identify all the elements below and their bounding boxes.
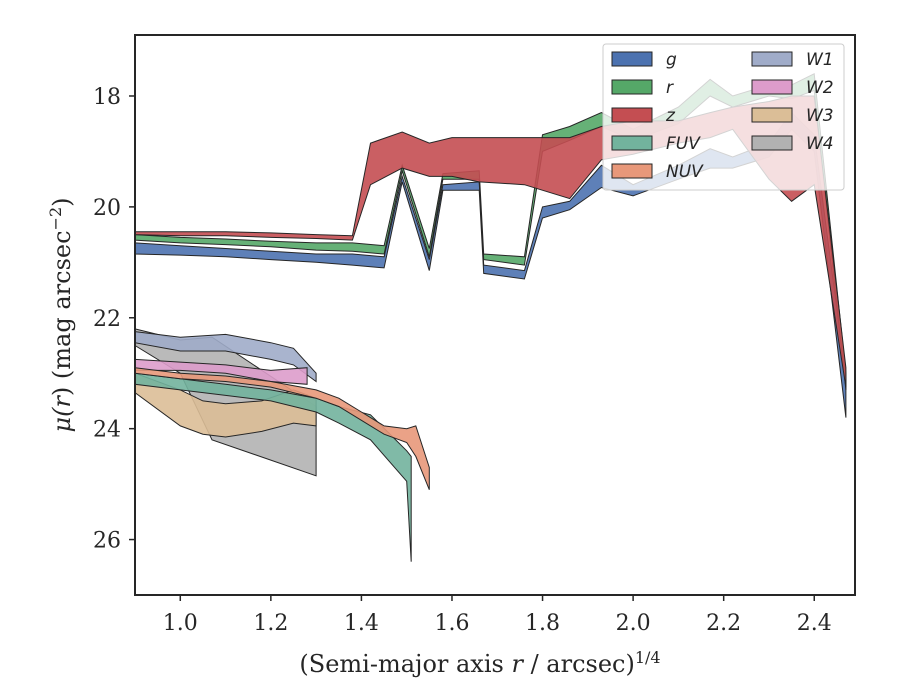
x-tick-label: 2.0 <box>616 611 651 636</box>
y-tick-label: 24 <box>93 418 121 443</box>
y-tick-label: 18 <box>93 85 121 110</box>
legend-swatch-fuv <box>611 135 653 151</box>
x-tick-label: 2.2 <box>706 611 741 636</box>
legend-label-nuv: NUV <box>666 162 704 182</box>
legend-swatch-w2 <box>751 79 793 95</box>
legend-label-w4: W4 <box>806 134 834 154</box>
band-w2 <box>134 358 308 385</box>
legend-swatch-w1 <box>751 51 793 67</box>
band-r <box>134 73 847 390</box>
band-fuv <box>134 372 412 562</box>
legend: grz FUV NUV W1 W2 W3 W4 <box>602 43 845 191</box>
y-tick-label: 20 <box>93 196 121 221</box>
legend-label-w3: W3 <box>806 106 834 126</box>
legend-swatch-z <box>611 107 653 123</box>
band-nuv <box>134 367 430 490</box>
legend-label-w1: W1 <box>806 50 834 70</box>
legend-label-z: z <box>665 106 676 126</box>
x-tick-label: 1.2 <box>253 611 288 636</box>
legend-label-fuv: FUV <box>666 134 701 154</box>
y-tick-label: 26 <box>93 529 121 554</box>
legend-swatch-w3 <box>751 107 793 123</box>
plot-frame <box>134 34 856 596</box>
legend-label-g: g <box>666 50 677 70</box>
x-tick-label: 2.4 <box>797 611 832 636</box>
band-w1 <box>134 331 317 383</box>
legend-swatch-r <box>611 79 653 95</box>
y-tick-label: 22 <box>93 307 121 332</box>
legend-swatch-g <box>611 51 653 67</box>
x-tick-label: 1.6 <box>434 611 469 636</box>
y-axis-label: μ(r) (mag arcsec−2) <box>46 197 76 432</box>
x-tick-label: 1.4 <box>344 611 379 636</box>
ticks-layer: 1.0 1.2 1.4 1.6 1.8 2.0 2.2 2.4 18 20 22 24 26 <box>93 85 832 636</box>
x-tick-label: 1.8 <box>525 611 560 636</box>
legend-swatch-w4 <box>751 135 793 151</box>
x-tick-label: 1.0 <box>163 611 198 636</box>
x-axis-label: (Semi-major axis r / arcsec)1/4 <box>299 648 660 678</box>
legend-label-r: r <box>666 78 674 98</box>
legend-label-w2: W2 <box>806 78 834 98</box>
legend-swatch-nuv <box>611 163 653 179</box>
band-w3 <box>134 372 317 438</box>
